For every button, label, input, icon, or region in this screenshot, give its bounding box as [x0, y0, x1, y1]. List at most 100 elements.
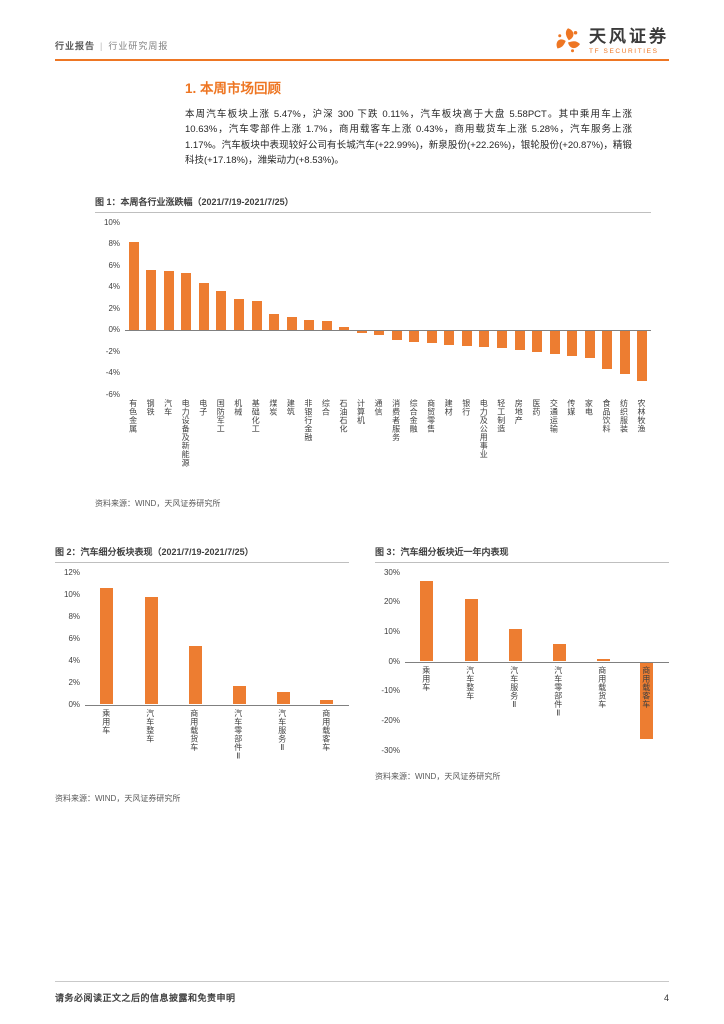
- summary-paragraph: 本周汽车板块上涨 5.47%，沪深 300 下跌 0.11%，汽车板块高于大盘 …: [185, 109, 632, 167]
- y-tick-label: 20%: [383, 597, 400, 607]
- x-category-label: 食品饮料: [601, 398, 611, 433]
- x-category-label: 国防军工: [216, 398, 226, 433]
- figure-1-source: 资料来源：WIND，天风证券研究所: [95, 498, 221, 508]
- bar-商用载货车: [188, 646, 202, 705]
- bar-商用载客车: [640, 661, 654, 739]
- bar-商用载货车: [596, 658, 610, 662]
- x-category-label: 综合金融: [409, 398, 419, 433]
- bar-综合: [321, 321, 332, 330]
- bar-建筑: [286, 317, 297, 330]
- x-category-label: 机械: [233, 398, 243, 416]
- figure-1-y-axis: 10% 8% 6% 4% 2% 0% -2% -4% -6%: [95, 218, 125, 399]
- figure-row: 图 2：汽车细分板块表现（2021/7/19-2021/7/25） 12% 10%…: [55, 545, 669, 804]
- bar-商贸零售: [426, 330, 437, 343]
- bar-乘用车: [100, 587, 114, 705]
- y-tick-label: 10%: [103, 217, 120, 227]
- bar-汽车整车: [464, 599, 478, 662]
- x-category-label: 建筑: [286, 398, 296, 416]
- figure-3-source: 资料来源：WIND，天风证券研究所: [375, 771, 501, 781]
- x-category-label: 综合: [321, 398, 331, 416]
- bar-农林牧渔: [637, 330, 648, 381]
- bar-电力设备及新能源: [181, 273, 192, 330]
- bar-基础化工: [251, 300, 262, 330]
- y-tick-label: 12%: [63, 567, 80, 577]
- x-category-label: 建材: [444, 398, 454, 416]
- bar-汽车零部件Ⅱ: [232, 685, 246, 705]
- figure-1-plot-area: 有色金属 钢铁 汽车 电力设备及新能源 电子 国防军工 机械 基础化工 煤炭 建筑 非银行金融 综合石…: [125, 223, 651, 467]
- section-title: 1. 本周市场回顾: [185, 81, 282, 96]
- bar-轻工制造: [496, 330, 507, 349]
- bar-国防军工: [216, 291, 227, 330]
- x-category-label: 乘用车: [101, 708, 111, 735]
- bar-通信: [374, 330, 385, 336]
- bar-综合金融: [409, 330, 420, 342]
- x-category-label: 银行: [461, 398, 471, 416]
- x-category-label: 乘用车: [421, 665, 431, 692]
- bar-电力及公用事业: [479, 330, 490, 348]
- x-category-label: 基础化工: [251, 398, 261, 433]
- bar-医药: [532, 330, 543, 352]
- bar-有色金属: [128, 241, 139, 330]
- bar-纺织服装: [619, 330, 630, 375]
- bar-煤炭: [269, 313, 280, 330]
- y-tick-label: 10%: [63, 589, 80, 599]
- bar-电子: [198, 282, 209, 330]
- y-tick-label: -2%: [105, 346, 120, 356]
- y-tick-label: 0%: [68, 699, 80, 709]
- x-category-label: 通信: [374, 398, 384, 416]
- bar-房地产: [514, 330, 525, 351]
- x-category-label: 农林牧渔: [637, 398, 647, 433]
- x-category-label: 汽车零部件Ⅱ: [553, 665, 563, 718]
- x-category-label: 电力设备及新能源: [181, 398, 191, 467]
- y-tick-label: 6%: [108, 260, 120, 270]
- y-tick-label: 8%: [68, 611, 80, 621]
- y-tick-label: -4%: [105, 368, 120, 377]
- report-body: 1. 本周市场回顾 本周汽车板块上涨 5.47%，沪深 300 下跌 0.11%…: [55, 77, 669, 804]
- page-number: 4: [663, 993, 669, 1003]
- x-category-label: 汽车整车: [145, 708, 155, 743]
- tf-logo-flower-icon: [556, 28, 580, 53]
- x-category-label: 消费者服务: [391, 398, 401, 442]
- y-tick-label: 8%: [108, 239, 120, 248]
- y-tick-label: 4%: [108, 282, 120, 291]
- x-category-label: 商贸零售: [426, 398, 436, 433]
- y-tick-label: 6%: [68, 633, 80, 643]
- bar-建材: [444, 330, 455, 346]
- y-tick-label: 4%: [68, 655, 80, 665]
- y-tick-label: 0%: [388, 656, 400, 666]
- figure-1-caption: 图 1：本周各行业涨跌幅（2021/7/19-2021/7/25）: [95, 195, 651, 213]
- auto-subsector-year-chart: 30% 20% 10% 0% -10% -20% -30% 乘用车 汽车整车 汽车服务Ⅱ 汽车零部…: [375, 568, 669, 765]
- logo-company-name: 天风证券: [589, 26, 669, 46]
- x-category-label: 计算机: [356, 398, 366, 425]
- page-footer: 请务必阅读正文之后的信息披露和免责申明 4: [55, 981, 669, 1004]
- industry-weekly-change-chart: 10% 8% 6% 4% 2% 0% -2% -4% -6% 有色金属 钢铁 汽车 电力设备及新能源电…: [95, 218, 651, 492]
- bar-乘用车: [420, 581, 434, 662]
- x-category-label: 钢铁: [146, 398, 156, 416]
- figure-2-plot-area: 乘用车 汽车整车 商用载货车 汽车零部件Ⅱ 汽车服务Ⅱ 商用载客车: [85, 573, 349, 761]
- report-category: 行业报告: [55, 41, 96, 51]
- bar-钢铁: [146, 269, 157, 330]
- report-subtitle: 行业研究周报: [108, 41, 169, 51]
- zero-axis-line: [85, 704, 349, 706]
- auto-subsector-week-chart: 12% 10% 8% 6% 4% 2% 0% 乘用车 汽车整车 商用载货车 汽车零部件Ⅱ 汽车服务Ⅱ…: [55, 568, 349, 787]
- bar-消费者服务: [391, 330, 402, 340]
- y-tick-label: -10%: [381, 686, 400, 696]
- zero-axis-line: [125, 330, 651, 331]
- x-category-label: 汽车整车: [465, 665, 475, 700]
- bar-石油石化: [339, 326, 350, 330]
- x-category-label: 商用载客车: [641, 665, 651, 709]
- y-tick-label: 2%: [68, 677, 80, 687]
- x-category-label: 电力及公用事业: [479, 398, 489, 459]
- zero-axis-line: [405, 661, 669, 663]
- x-category-label: 汽车服务Ⅱ: [277, 708, 287, 753]
- y-tick-label: 30%: [383, 567, 400, 577]
- tf-securities-logo: 天风证券 TF SECURITIES: [553, 26, 669, 56]
- report-type-breadcrumb: 行业报告 | 行业研究周报: [55, 39, 168, 56]
- bar-汽车整车: [144, 596, 158, 705]
- figure-2: 图 2：汽车细分板块表现（2021/7/19-2021/7/25） 12% 10%…: [55, 545, 349, 804]
- x-category-label: 交通运输: [549, 398, 559, 433]
- bar-银行: [461, 330, 472, 347]
- x-category-label: 商用载客车: [321, 708, 331, 752]
- x-category-label: 商用载货车: [597, 665, 607, 709]
